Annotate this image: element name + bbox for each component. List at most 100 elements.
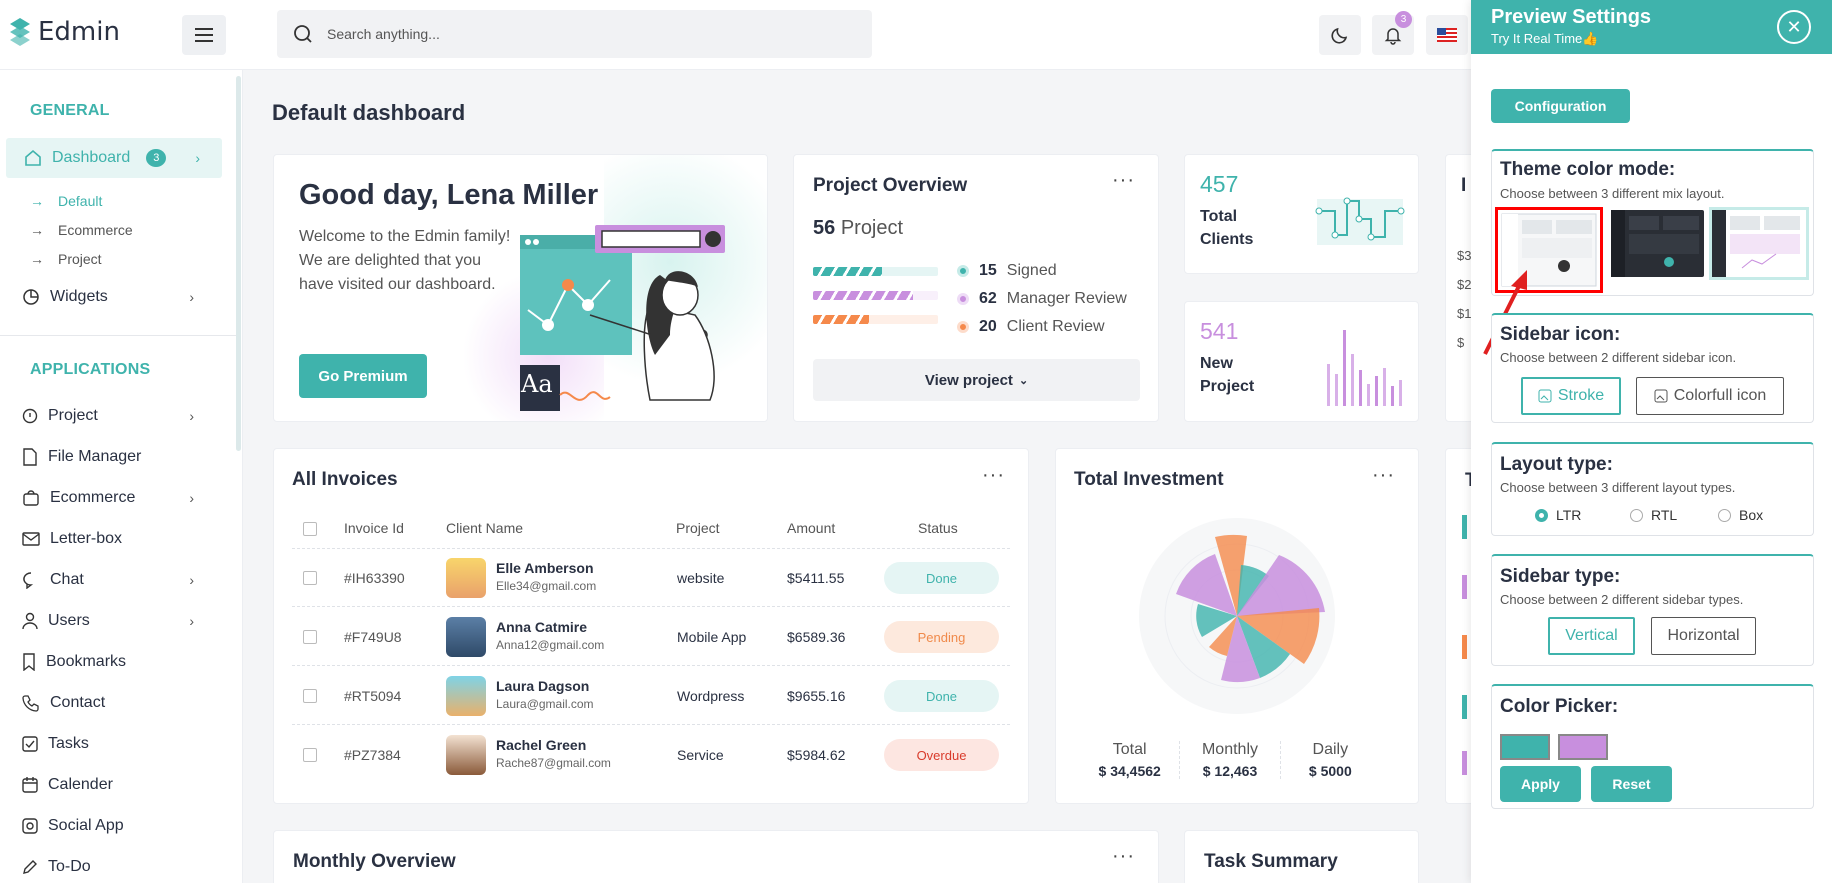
- progress-bar-fill: [813, 267, 882, 276]
- client-name: Rachel Green: [496, 737, 587, 753]
- radio-rtl[interactable]: RTL: [1630, 507, 1677, 523]
- sidebar-item-social-app[interactable]: Social App: [0, 806, 236, 846]
- go-premium-button[interactable]: Go Premium: [299, 354, 427, 398]
- row-divider: [292, 724, 1010, 725]
- more-options-icon[interactable]: ···: [982, 464, 1005, 486]
- theme-option-dark[interactable]: [1611, 210, 1704, 277]
- more-options-icon[interactable]: ···: [1372, 464, 1395, 486]
- column-header-amount[interactable]: Amount: [787, 520, 836, 536]
- sidebar-item-project[interactable]: Project ›: [0, 396, 236, 436]
- column-header-status[interactable]: Status: [918, 520, 958, 536]
- radio-ltr[interactable]: LTR: [1535, 507, 1581, 523]
- sidebar-item-file-manager[interactable]: File Manager: [0, 437, 236, 477]
- phone-icon: [22, 695, 39, 712]
- legend-dot: [957, 265, 969, 277]
- stat-label: Total: [1112, 741, 1147, 758]
- checkbox-icon: [22, 736, 38, 752]
- edit-icon: [23, 860, 37, 874]
- task-summary-card: Task Summary: [1184, 830, 1419, 883]
- row-checkbox[interactable]: [303, 571, 317, 585]
- row-checkbox[interactable]: [303, 630, 317, 644]
- sidebar-section-general: GENERAL: [30, 102, 110, 119]
- image-icon: [1538, 389, 1552, 403]
- column-header-invoice-id[interactable]: Invoice Id: [344, 520, 404, 536]
- option-label: Stroke: [1557, 387, 1605, 404]
- sidebar-sub-ecommerce[interactable]: → Ecommerce: [30, 222, 133, 238]
- sidebar-item-contact[interactable]: Contact: [0, 683, 236, 723]
- secondary-color-swatch[interactable]: [1558, 734, 1608, 760]
- sidebar-item-letter-box[interactable]: Letter-box: [0, 519, 236, 559]
- sidebar-scrollbar[interactable]: [236, 76, 241, 451]
- chevron-right-icon: ›: [189, 490, 194, 506]
- dark-mode-button[interactable]: [1319, 15, 1361, 55]
- progress-bar: [813, 267, 938, 276]
- primary-color-swatch[interactable]: [1500, 734, 1550, 760]
- configuration-button[interactable]: Configuration: [1491, 89, 1630, 123]
- sidebar-item-dashboard[interactable]: Dashboard 3 ›: [6, 138, 222, 178]
- column-header-project[interactable]: Project: [676, 520, 720, 536]
- stat-value: $ 34,4562: [1098, 763, 1161, 779]
- view-project-button[interactable]: View project ⌄: [813, 359, 1140, 401]
- apply-color-button[interactable]: Apply: [1500, 766, 1581, 802]
- sidebar-item-tasks[interactable]: Tasks: [0, 724, 236, 764]
- project-stats: 15 Signed 62 Manager Review 20 Client Revie…: [957, 257, 1127, 341]
- sidebar-item-to-do[interactable]: To-Do: [0, 847, 236, 883]
- client-name: Elle Amberson: [496, 560, 594, 576]
- select-all-checkbox[interactable]: [303, 522, 317, 536]
- row-checkbox[interactable]: [303, 748, 317, 762]
- invoice-amount: $5984.62: [787, 747, 846, 763]
- new-project-barchart: [1327, 330, 1402, 406]
- home-icon: [25, 149, 41, 166]
- language-button[interactable]: [1426, 15, 1468, 55]
- sidebar-sub-project[interactable]: → Project: [30, 251, 102, 267]
- bell-icon: [1384, 28, 1402, 45]
- radio-box[interactable]: Box: [1718, 507, 1763, 523]
- menu-toggle-button[interactable]: [182, 15, 226, 55]
- sidebar-item-chat[interactable]: Chat ›: [0, 560, 236, 600]
- partial-bar: [1462, 695, 1467, 719]
- total-clients-number: 457: [1200, 171, 1239, 197]
- column-header-client-name[interactable]: Client Name: [446, 520, 524, 536]
- sidebar-item-ecommerce[interactable]: Ecommerce ›: [0, 478, 236, 518]
- sidebar-item-calender[interactable]: Calender: [0, 765, 236, 805]
- sidebar-item-widgets[interactable]: Widgets ›: [0, 277, 236, 317]
- more-options-icon[interactable]: ···: [1112, 169, 1135, 191]
- project-count-label: Project: [840, 217, 904, 239]
- invoice-id: #IH63390: [344, 570, 405, 586]
- row-checkbox[interactable]: [303, 689, 317, 703]
- illustration-text: Aa: [521, 370, 553, 398]
- image-icon: [1654, 389, 1668, 403]
- stat-number: 15: [979, 262, 997, 279]
- partial-bar: [1462, 751, 1467, 775]
- stroke-icon-option[interactable]: Stroke: [1521, 377, 1621, 415]
- sidebar-sub-label: Project: [58, 251, 102, 267]
- theme-option-mix[interactable]: [1709, 207, 1809, 280]
- theme-option-light[interactable]: [1495, 207, 1603, 293]
- project-count: 56 Project: [813, 217, 903, 240]
- sidebar-item-bookmarks[interactable]: Bookmarks: [0, 642, 236, 682]
- invoice-id: #RT5094: [344, 688, 402, 704]
- reset-color-button[interactable]: Reset: [1591, 766, 1672, 802]
- row-divider: [292, 548, 1010, 549]
- search-input[interactable]: [327, 26, 827, 42]
- label-line-2: Project: [1200, 378, 1255, 395]
- sidebar-sub-default[interactable]: → Default: [30, 193, 102, 209]
- chevron-right-icon: ›: [195, 150, 200, 166]
- sidebar-item-users[interactable]: Users ›: [0, 601, 236, 641]
- colorfull-icon-option[interactable]: Colorfull icon: [1636, 377, 1784, 415]
- calendar-icon: [22, 777, 38, 793]
- stat-daily: Daily $ 5000: [1281, 741, 1380, 779]
- settings-title: Preview Settings: [1491, 6, 1652, 28]
- radio-label: LTR: [1556, 507, 1582, 523]
- thumbs-up-icon: 👍: [1582, 31, 1599, 46]
- notifications-button[interactable]: 3: [1372, 11, 1414, 55]
- more-options-icon[interactable]: ···: [1112, 845, 1135, 867]
- close-settings-button[interactable]: ✕: [1777, 10, 1811, 44]
- horizontal-sidebar-option[interactable]: Horizontal: [1651, 617, 1756, 655]
- dark-theme-thumbnail: [1611, 210, 1699, 277]
- welcome-heading: Good day, Lena Miller: [299, 179, 599, 211]
- radio-dot: [1630, 508, 1643, 522]
- status-badge: Done: [884, 680, 999, 712]
- brand-logo[interactable]: Edmin: [6, 16, 120, 48]
- vertical-sidebar-option[interactable]: Vertical: [1548, 617, 1635, 655]
